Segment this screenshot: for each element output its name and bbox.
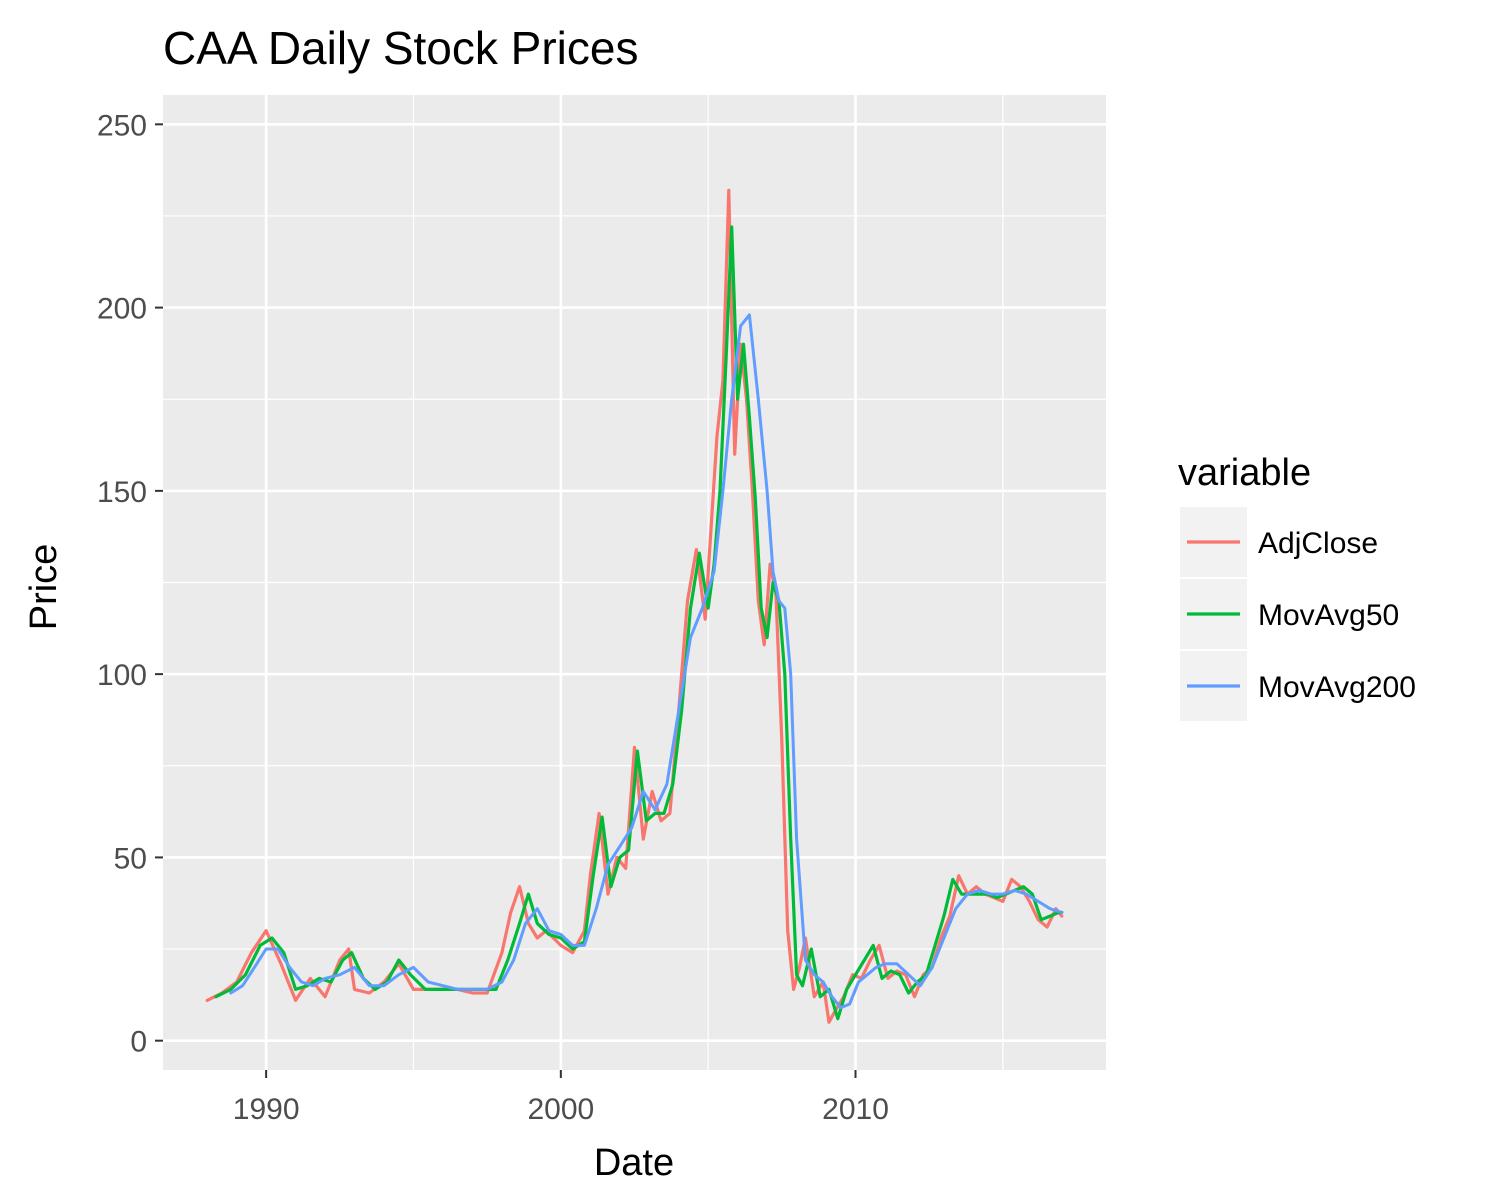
x-tick-label: 2010 (822, 1093, 889, 1126)
chart-title: CAA Daily Stock Prices (163, 22, 638, 74)
ticks-layer: 1990 2000 2010 0 50 100 150 200 250 (97, 109, 889, 1126)
legend-label: MovAvg50 (1258, 599, 1399, 632)
y-tick-label: 0 (130, 1026, 147, 1059)
series-line-movavg200 (229, 313, 1064, 1010)
x-axis-title: Date (594, 1142, 674, 1184)
legend-label: MovAvg200 (1258, 671, 1416, 704)
y-tick-label: 150 (97, 476, 147, 509)
x-tick-label: 1990 (233, 1093, 300, 1126)
y-axis-title: Price (23, 544, 65, 631)
y-tick-label: 50 (114, 842, 147, 875)
legend-title: variable (1178, 452, 1311, 494)
legend: AdjClose MovAvg50 MovAvg200 (1180, 507, 1416, 721)
y-tick-label: 100 (97, 659, 147, 692)
x-tick-label: 2000 (527, 1093, 594, 1126)
grid-major (163, 95, 1106, 1070)
y-tick-label: 250 (97, 109, 147, 142)
series-line-movavg50 (214, 225, 1064, 1021)
y-tick-label: 200 (97, 293, 147, 326)
series-layer (205, 188, 1064, 1024)
legend-label: AdjClose (1258, 527, 1378, 560)
